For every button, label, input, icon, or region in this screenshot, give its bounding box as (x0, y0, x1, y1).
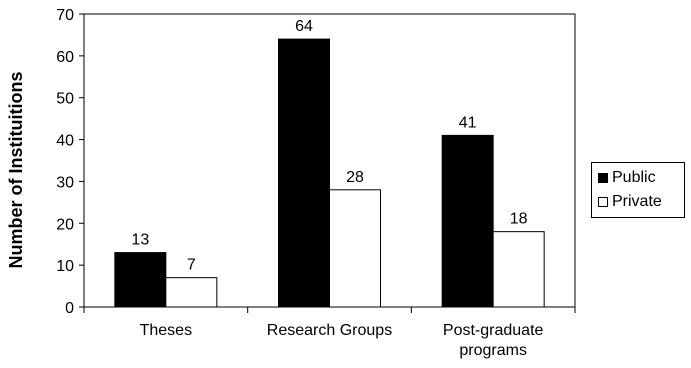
bar-private (329, 189, 381, 308)
y-tick-label: 20 (56, 216, 74, 233)
bar-public (441, 134, 494, 308)
x-tick-label: Research Groups (267, 322, 392, 339)
data-label: 64 (295, 18, 313, 35)
legend: Public Private (591, 162, 685, 218)
x-tick-label: Post-graduate (443, 322, 544, 339)
data-label: 13 (131, 232, 149, 249)
x-tick-label: Theses (140, 322, 192, 339)
bar-private (492, 231, 545, 308)
bar-private (165, 277, 218, 308)
data-label: 41 (459, 114, 477, 131)
y-tick-label: 70 (56, 7, 74, 24)
bar-public (114, 252, 167, 308)
legend-item-public: Public (598, 166, 684, 190)
legend-swatch-public (598, 173, 608, 183)
y-tick-label: 0 (65, 300, 74, 317)
y-tick-label: 10 (56, 258, 74, 275)
y-tick-label: 60 (56, 49, 74, 66)
bar-public (278, 38, 330, 308)
data-label: 28 (346, 169, 364, 186)
y-tick-label: 40 (56, 133, 74, 150)
y-tick-label: 30 (56, 174, 74, 191)
y-axis-label: Number of Instituitions (6, 72, 26, 269)
x-tick-label: programs (459, 342, 527, 359)
legend-label-public: Public (612, 169, 656, 186)
data-label: 18 (510, 211, 528, 228)
legend-swatch-private (598, 197, 608, 207)
x-tick-labels: Theses Research Groups Post-graduate progra… (140, 322, 544, 359)
data-labels: 13 7 64 28 41 18 (131, 18, 527, 274)
legend-item-private: Private (598, 190, 684, 214)
bars (114, 38, 545, 308)
legend-label-private: Private (612, 193, 662, 210)
y-tick-label: 50 (56, 91, 74, 108)
data-label: 7 (187, 257, 196, 274)
